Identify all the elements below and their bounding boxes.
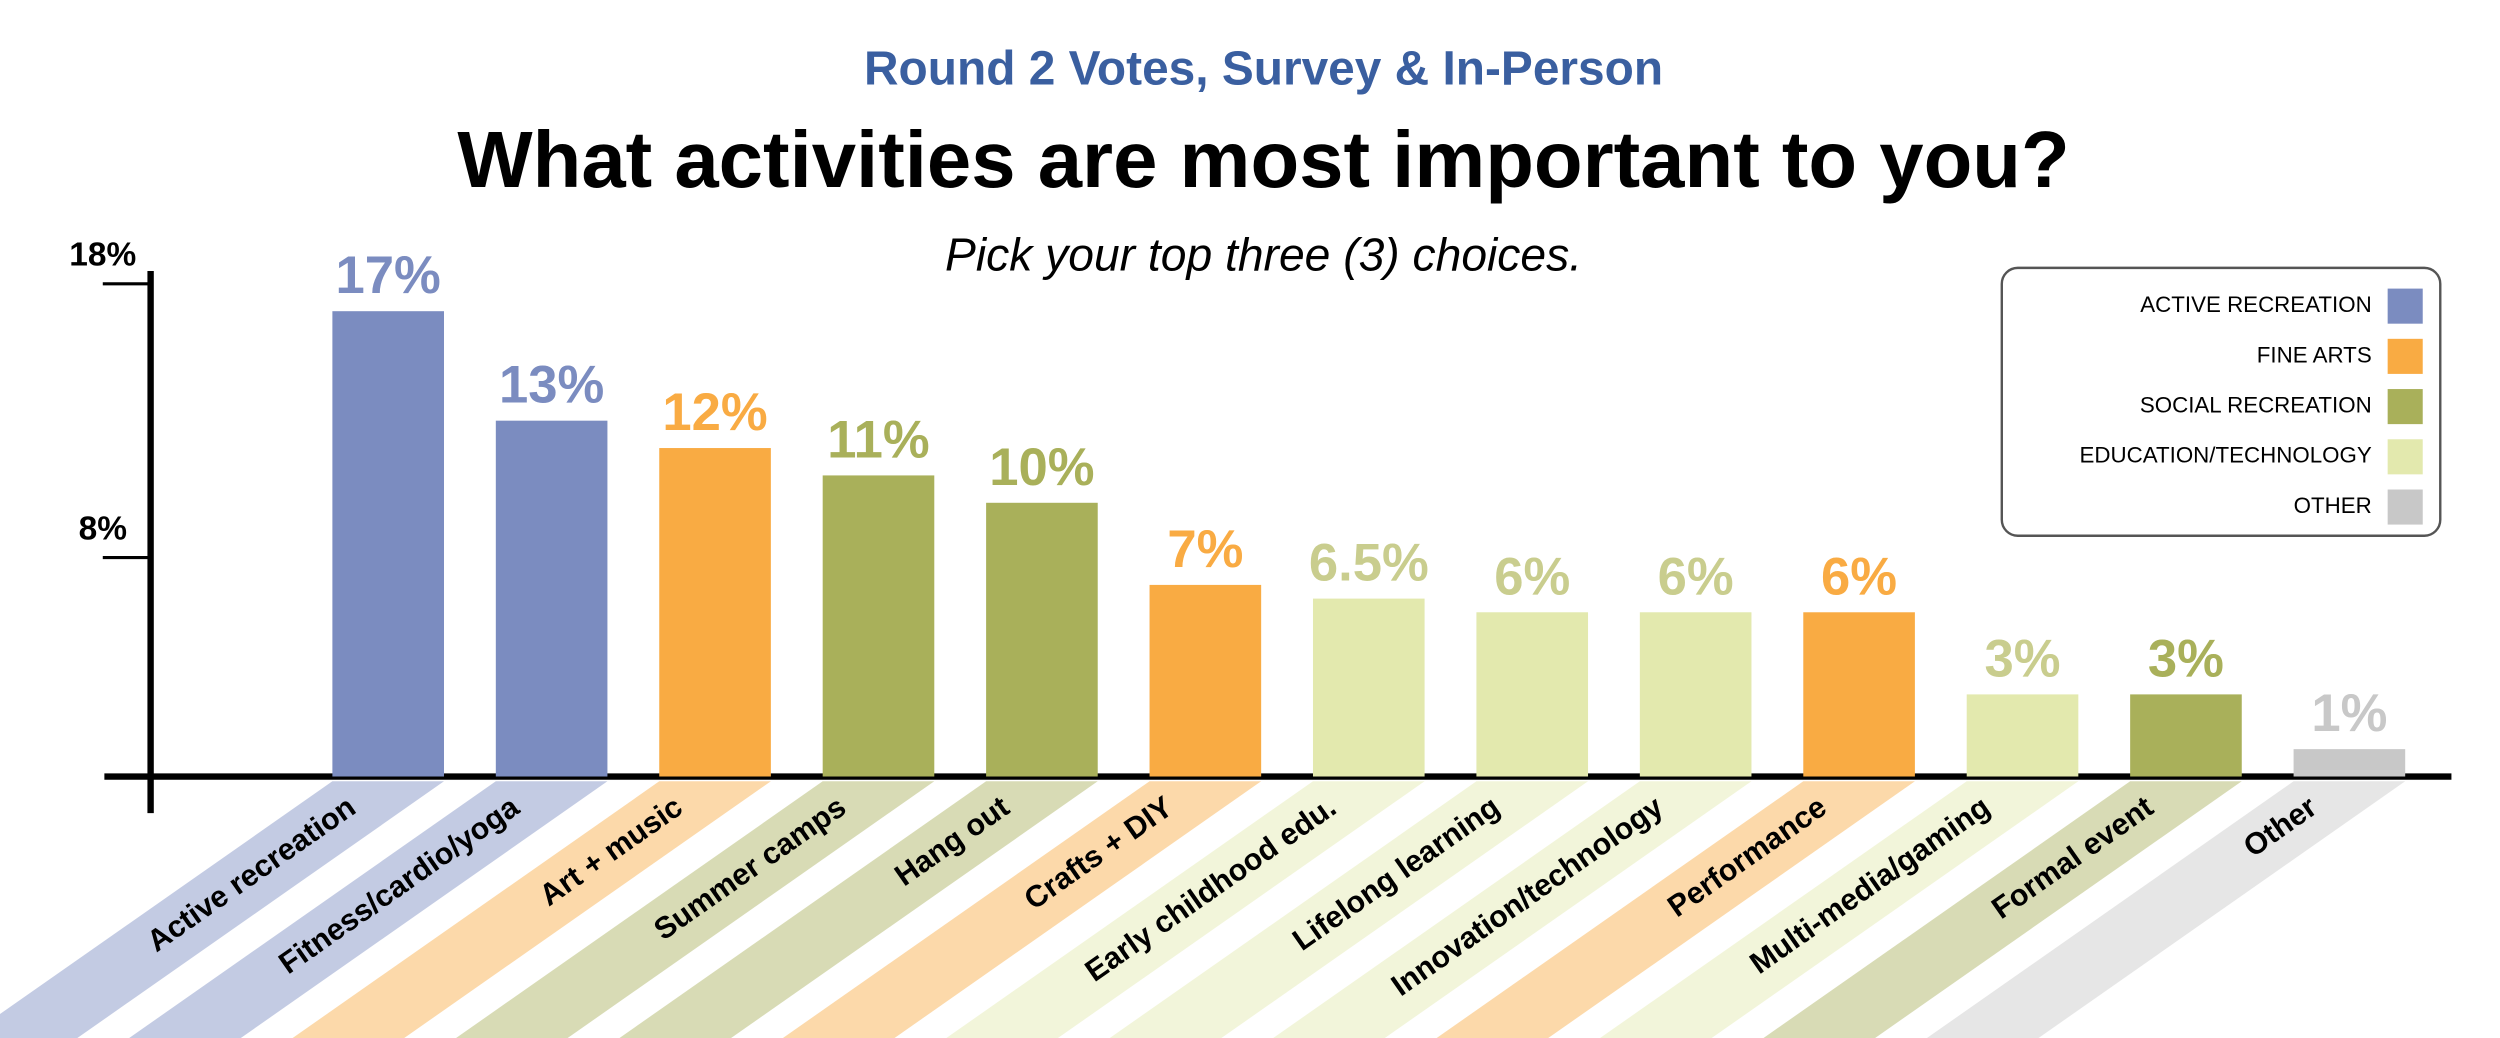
chart-title: What activities are most important to yo… bbox=[457, 115, 2069, 204]
label-bands bbox=[0, 781, 2406, 1038]
label-band bbox=[619, 781, 1098, 1038]
label-band bbox=[456, 781, 935, 1038]
bar bbox=[2130, 694, 2242, 777]
legend-label: SOCIAL RECREATION bbox=[2140, 392, 2372, 417]
chart-note: Pick your top three (3) choices. bbox=[945, 229, 1582, 281]
bar bbox=[495, 420, 608, 777]
bar bbox=[986, 502, 1098, 777]
bar bbox=[1476, 612, 1589, 777]
y-tick-label: 18% bbox=[69, 237, 136, 274]
value-label: 1% bbox=[2311, 684, 2387, 743]
label-band bbox=[0, 781, 444, 1038]
value-label: 3% bbox=[2148, 629, 2224, 688]
label-band bbox=[1109, 781, 1589, 1038]
chart-subtitle: Round 2 Votes, Survey & In-Person bbox=[864, 42, 1663, 95]
legend-box bbox=[2000, 266, 2442, 537]
label-band bbox=[946, 781, 1425, 1038]
label-band bbox=[1600, 781, 2079, 1038]
label-band bbox=[129, 781, 608, 1038]
value-label: 3% bbox=[1984, 629, 2060, 688]
value-label: 6% bbox=[1658, 547, 1734, 606]
legend-swatch bbox=[2387, 338, 2423, 374]
legend-swatch bbox=[2387, 489, 2423, 525]
legend-swatch bbox=[2387, 439, 2423, 475]
bar bbox=[1149, 584, 1262, 777]
value-label: 12% bbox=[662, 383, 767, 442]
label-band bbox=[1926, 781, 2406, 1038]
legend-label: OTHER bbox=[2294, 493, 2372, 518]
legend-label: ACTIVE RECREATION bbox=[2140, 292, 2371, 317]
value-label: 17% bbox=[336, 246, 441, 305]
legend-label: EDUCATION/TECHNOLOGY bbox=[2080, 443, 2372, 468]
bar bbox=[1803, 612, 1915, 777]
value-label: 6.5% bbox=[1309, 534, 1429, 593]
bar bbox=[1966, 694, 2079, 777]
label-band bbox=[292, 781, 771, 1038]
value-label: 7% bbox=[1167, 520, 1243, 579]
bar bbox=[1639, 612, 1752, 777]
bar bbox=[1312, 598, 1425, 777]
bar bbox=[822, 475, 935, 777]
y-tick-label: 8% bbox=[79, 510, 127, 547]
value-label: 13% bbox=[499, 356, 604, 415]
label-band bbox=[1763, 781, 2242, 1038]
label-band bbox=[1273, 781, 1752, 1038]
legend-label: FINE ARTS bbox=[2257, 342, 2372, 367]
value-label: 6% bbox=[1494, 547, 1570, 606]
bar bbox=[332, 311, 444, 777]
legend-swatch bbox=[2387, 288, 2423, 324]
bar bbox=[659, 448, 771, 777]
value-label: 10% bbox=[989, 438, 1094, 497]
legend-swatch bbox=[2387, 389, 2423, 425]
label-band bbox=[782, 781, 1262, 1038]
bar bbox=[2293, 749, 2406, 777]
value-label: 6% bbox=[1821, 547, 1897, 606]
label-band bbox=[1436, 781, 1915, 1038]
value-label: 11% bbox=[827, 410, 929, 469]
